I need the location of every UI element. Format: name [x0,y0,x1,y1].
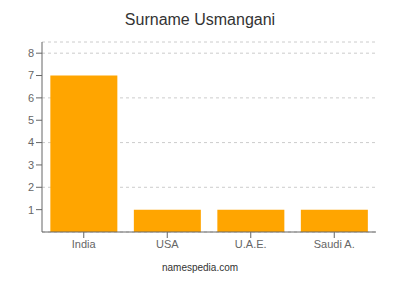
svg-text:3: 3 [28,159,34,171]
svg-text:8: 8 [28,47,34,59]
html-text:Surname Usmangani: Surname Usmangani [124,11,276,28]
html-text:namespedia.com: namespedia.com [161,262,239,273]
svg-text:Saudi A.: Saudi A. [314,238,355,250]
svg-text:USA: USA [156,238,179,250]
svg-text:1: 1 [28,204,34,216]
svg-text:7: 7 [28,69,34,81]
svg-text:6: 6 [28,92,34,104]
svg-text:U.A.E.: U.A.E. [235,238,267,250]
svg-text:2: 2 [28,181,34,193]
svg-text:India: India [72,238,97,250]
svg-text:4: 4 [28,136,34,148]
svg-text:5: 5 [28,114,34,126]
